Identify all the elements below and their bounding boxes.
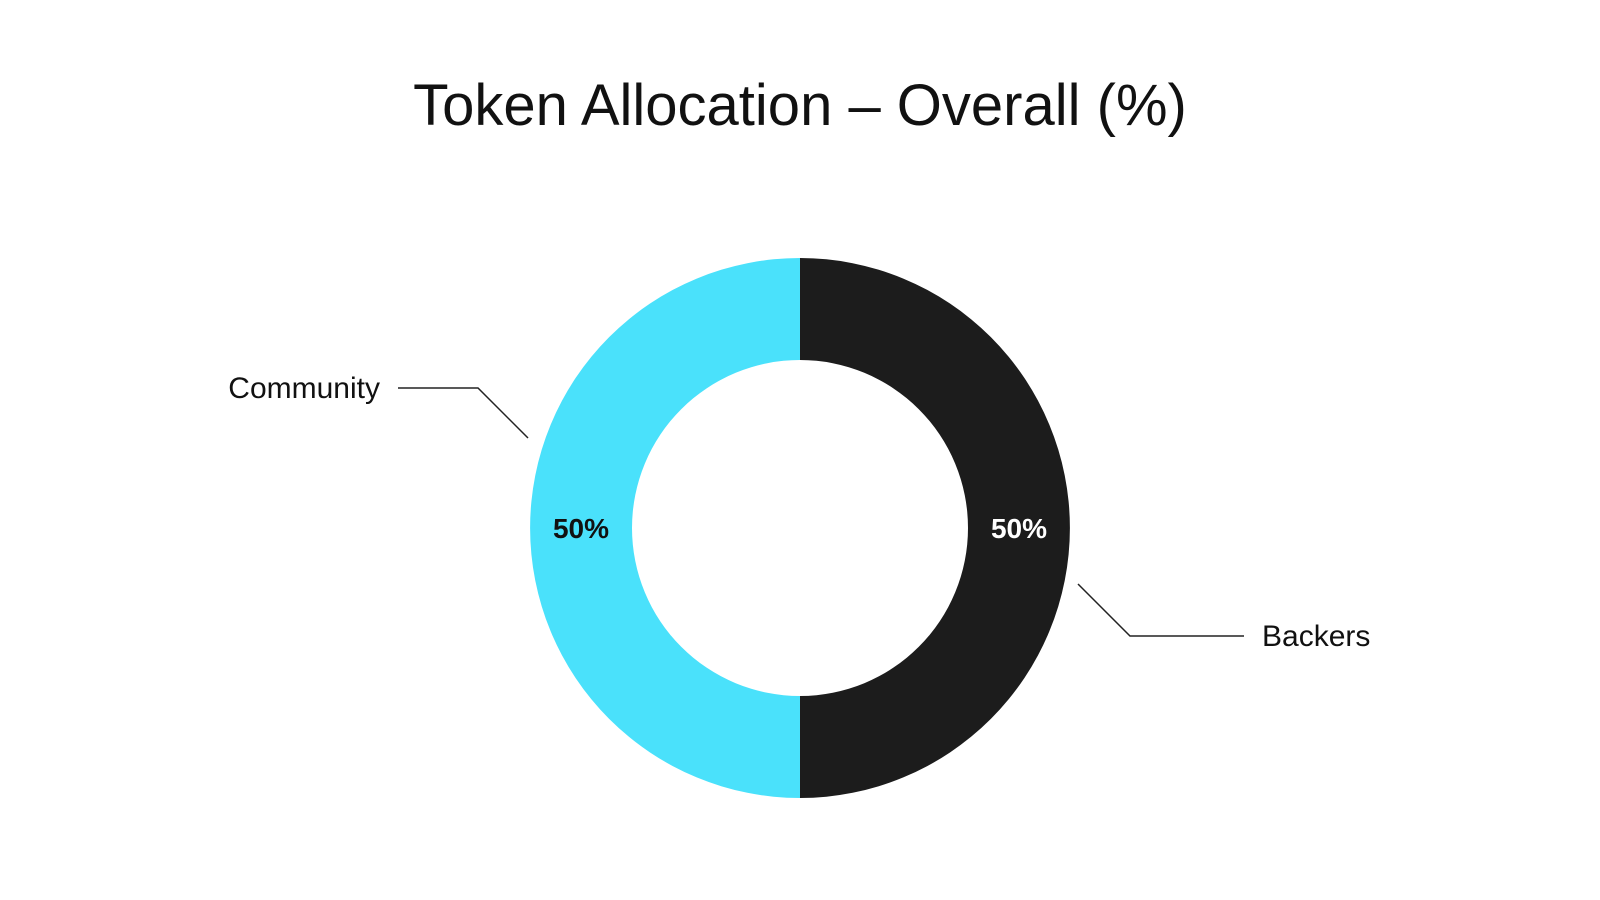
labels-layer: 50% Community 50% Backers <box>228 372 1370 653</box>
slice-label-community: Community <box>228 372 380 405</box>
slice-label-backers: Backers <box>1262 620 1370 653</box>
chart-title: Token Allocation – Overall (%) <box>413 73 1187 138</box>
leader-line-community <box>398 387 529 439</box>
slices-layer <box>530 258 1070 798</box>
slice-backers <box>800 258 1070 798</box>
slice-value-backers: 50% <box>991 513 1047 544</box>
slice-community <box>530 258 800 798</box>
slice-value-community: 50% <box>553 513 609 544</box>
leader-line-backers <box>1077 583 1244 637</box>
